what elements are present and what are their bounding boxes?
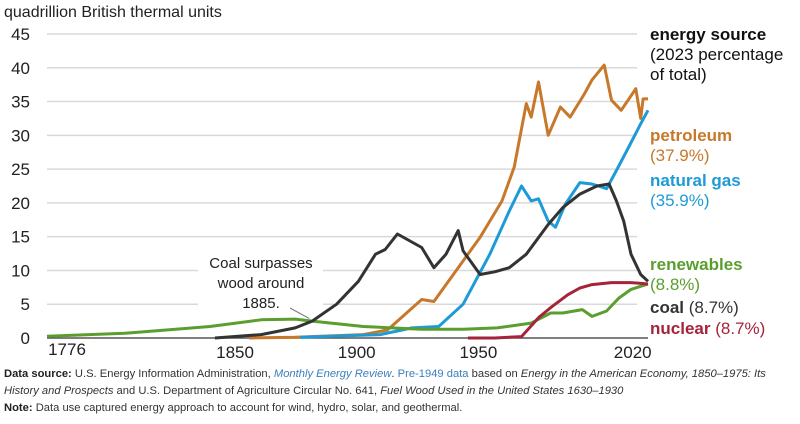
legend-label-coal: coal (8.7%): [650, 298, 739, 317]
y-tick-label: 10: [11, 261, 30, 280]
annotation-text: Coal surpasses: [209, 255, 312, 272]
annotation-text: 1885.: [242, 295, 280, 312]
legend-label-natural-gas: natural gas: [650, 171, 741, 190]
data-source-note: Data source: U.S. Energy Information Adm…: [4, 368, 766, 397]
y-tick-label: 25: [11, 160, 30, 179]
y-tick-label: 20: [11, 194, 30, 213]
legend-share: (37.9%): [650, 146, 710, 165]
series-line-coal: [214, 182, 650, 340]
legend-share: (35.9%): [650, 191, 710, 210]
x-tick-label: 2020: [614, 343, 652, 362]
legend-label-renewables: renewables: [650, 255, 743, 274]
y-tick-label: 30: [11, 126, 30, 145]
y-tick-label: 15: [11, 228, 30, 247]
y-tick-label: 35: [11, 93, 30, 112]
series-line-petroleum: [248, 63, 648, 340]
x-tick-label: 1900: [338, 343, 376, 362]
legend-label-petroleum: petroleum: [650, 126, 732, 145]
x-tick-label: 1850: [216, 343, 254, 362]
x-tick-label: 1950: [459, 343, 497, 362]
legend-subtitle: of total): [650, 65, 707, 84]
series-line-natural-gas: [300, 109, 650, 339]
series-line-nuclear: [467, 281, 649, 340]
annotation-leader-line: [289, 307, 310, 319]
y-tick-label: 45: [11, 25, 30, 44]
legend-label-nuclear: nuclear (8.7%): [650, 319, 765, 338]
series-line-renewables: [46, 282, 649, 338]
annotation: Coal surpasses wood around 1885.: [198, 250, 323, 319]
footnote: Data source: U.S. Energy Information Adm…: [4, 366, 800, 417]
monthly-energy-review-link[interactable]: Monthly Energy Review: [273, 368, 392, 380]
x-tick-label: 1776: [48, 340, 86, 359]
y-axis-label: quadrillion British thermal units: [4, 4, 222, 21]
y-tick-label: 5: [21, 295, 30, 314]
y-tick-label: 40: [11, 59, 30, 78]
legend-share: (8.8%): [650, 275, 700, 294]
y-tick-label: 0: [21, 329, 30, 348]
legend-subtitle: (2023 percentage: [650, 45, 783, 64]
note: Note: Data use captured energy approach …: [4, 402, 463, 414]
legend-title: energy source: [650, 25, 766, 44]
pre-1949-data-link[interactable]: Pre-1949 data: [397, 368, 469, 380]
annotation-text: wood around: [217, 275, 305, 292]
